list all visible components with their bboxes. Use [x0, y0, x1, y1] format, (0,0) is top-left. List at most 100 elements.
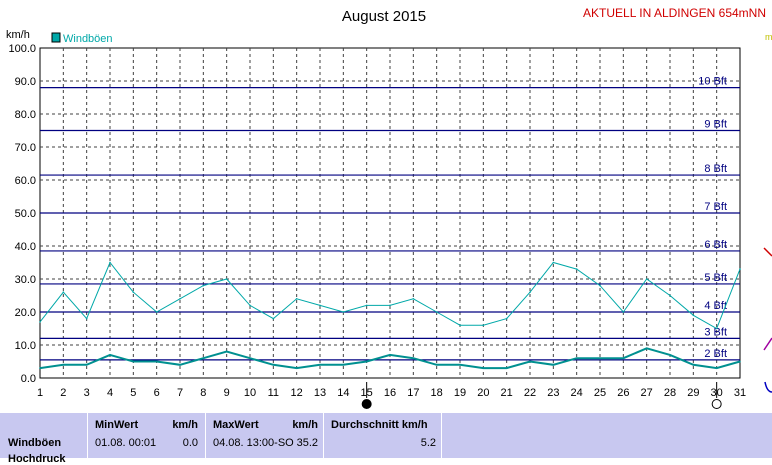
data-point: [202, 357, 205, 360]
data-point: [179, 364, 181, 366]
data-point: [739, 268, 741, 270]
data-point: [482, 324, 485, 327]
data-point: [319, 364, 321, 366]
x-tick-label: 25: [594, 387, 606, 399]
data-point: [365, 360, 368, 363]
data-point: [435, 364, 438, 366]
data-point: [202, 284, 205, 287]
x-tick-label: 17: [407, 387, 419, 399]
data-point: [85, 317, 88, 320]
data-point: [715, 327, 718, 330]
min-value: 0.0: [182, 437, 198, 449]
max-value: 35.2: [296, 437, 318, 449]
stats-panel: Windböen Hochdruck MinWert km/h 01.08. 0…: [0, 413, 772, 465]
avg-value: 5.2: [420, 437, 436, 449]
y-tick-label: 50.0: [15, 208, 36, 220]
new-moon-icon: [361, 399, 372, 409]
data-point: [342, 364, 345, 366]
beaufort-label: 7 Bft: [704, 201, 727, 213]
data-point: [132, 360, 135, 363]
data-point: [225, 278, 228, 280]
data-point: [62, 291, 65, 294]
side-mark-red: [763, 247, 772, 257]
x-tick-label: 2: [60, 387, 66, 399]
data-point: [62, 364, 65, 366]
data-point: [505, 367, 508, 369]
data-point: [575, 268, 578, 270]
x-tick-label: 1: [37, 387, 43, 399]
data-point: [85, 364, 88, 366]
x-tick-label: 23: [547, 387, 559, 399]
data-point: [39, 367, 41, 369]
min-cell: MinWert km/h 01.08. 00:01 0.0: [87, 413, 206, 458]
data-point: [272, 317, 275, 320]
data-point: [669, 294, 671, 297]
full-moon-icon: [711, 399, 722, 409]
y-tick-label: 90.0: [15, 76, 36, 88]
min-unit: km/h: [172, 419, 198, 431]
y-axis-unit: km/h: [6, 29, 30, 41]
data-point: [505, 317, 508, 320]
max-time: 04.08. 13:00-SO: [213, 437, 294, 449]
legend-swatch: [51, 32, 61, 43]
x-tick-label: 11: [268, 387, 279, 399]
data-point: [249, 304, 251, 307]
data-point: [692, 364, 695, 366]
data-point: [645, 347, 648, 350]
data-point: [295, 298, 298, 300]
max-unit: km/h: [292, 419, 318, 431]
data-point: [295, 367, 298, 369]
side-mark-yellow: m: [765, 32, 772, 42]
avg-header: Durchschnitt km/h: [331, 419, 428, 431]
data-point: [599, 284, 601, 287]
data-point: [622, 357, 625, 360]
wind-chart: August 2015 AKTUELL IN ALDINGEN 654mNN k…: [6, 6, 772, 409]
data-point: [342, 311, 345, 313]
x-tick-label: 19: [454, 387, 466, 399]
beaufort-label: 6 Bft: [704, 239, 727, 251]
y-tick-label: 20.0: [15, 307, 36, 319]
x-tick-label: 10: [244, 387, 256, 399]
side-mark-blue: [764, 381, 772, 393]
x-tick-label: 8: [200, 387, 206, 399]
min-header: MinWert: [95, 419, 139, 431]
data-point: [319, 304, 321, 307]
data-point: [575, 357, 578, 360]
data-point: [155, 311, 158, 313]
x-tick-label: 6: [154, 387, 160, 399]
x-tick-label: 18: [431, 387, 443, 399]
y-tick-label: 10.0: [15, 340, 36, 352]
beaufort-label: 3 Bft: [704, 326, 727, 338]
data-point: [715, 367, 718, 369]
data-point: [552, 364, 555, 366]
x-tick-label: 21: [501, 387, 513, 399]
data-point: [412, 298, 415, 300]
beaufort-label: 5 Bft: [704, 272, 727, 284]
x-tick-label: 7: [177, 387, 183, 399]
x-tick-label: 28: [664, 387, 676, 399]
beaufort-label: 8 Bft: [704, 163, 727, 175]
data-point: [389, 354, 391, 356]
stats-row-label: Windböen: [8, 437, 62, 449]
data-point: [669, 354, 671, 356]
data-point: [529, 360, 531, 363]
x-tick-label: 9: [224, 387, 230, 399]
series-line-secondary: [39, 347, 741, 370]
x-tick-label: 26: [617, 387, 629, 399]
data-point: [365, 304, 368, 307]
data-point: [109, 354, 111, 356]
data-point: [482, 367, 485, 369]
data-point: [132, 291, 135, 294]
x-tick-label: 12: [291, 387, 303, 399]
station-label: AKTUELL IN ALDINGEN 654mNN: [583, 6, 766, 20]
data-point: [622, 311, 625, 313]
min-time: 01.08. 00:01: [95, 437, 157, 449]
chart-title: August 2015: [342, 8, 426, 25]
x-tick-label: 16: [384, 387, 396, 399]
x-tick-label: 24: [571, 387, 583, 399]
empty-cell: [441, 413, 772, 458]
y-tick-label: 30.0: [15, 274, 36, 286]
y-tick-label: 80.0: [15, 109, 36, 121]
data-point: [599, 357, 601, 360]
x-tick-label: 5: [130, 387, 136, 399]
